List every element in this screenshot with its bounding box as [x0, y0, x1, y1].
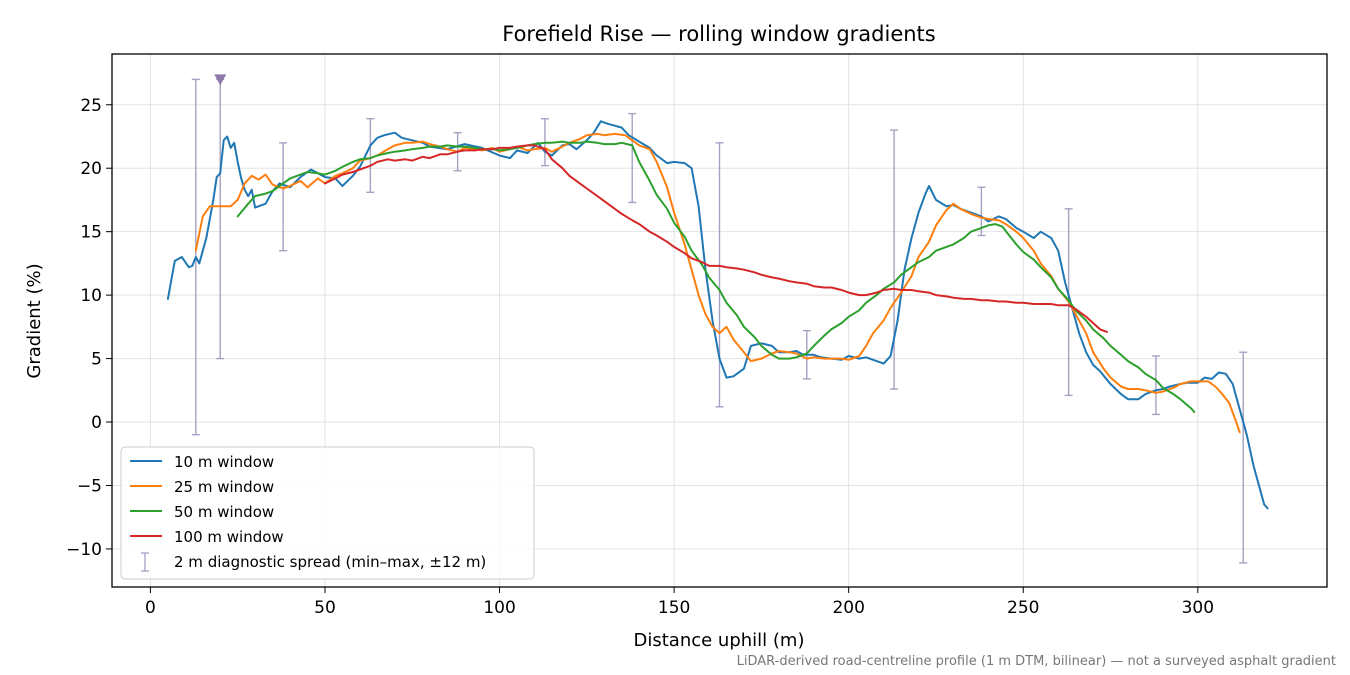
error-bar — [1151, 355, 1160, 416]
legend-label-50m: 50 m window — [174, 503, 274, 521]
x-tick-label: 300 — [1182, 598, 1214, 618]
x-tick-label: 100 — [483, 598, 515, 618]
legend-label-100m: 100 m window — [174, 528, 284, 546]
error-bar — [1239, 351, 1248, 564]
error-bar — [715, 142, 724, 408]
x-tick-label: 0 — [145, 598, 156, 618]
y-tick-label: 10 — [80, 286, 102, 306]
y-tick-label: −5 — [77, 476, 102, 496]
y-tick-label: 25 — [80, 96, 102, 116]
legend-box — [120, 446, 535, 580]
series-line — [236, 140, 1196, 413]
series-lines — [166, 120, 1269, 510]
series-line — [166, 120, 1269, 510]
x-tick-label: 250 — [1007, 598, 1039, 618]
legend-label-errorbar: 2 m diagnostic spread (min–max, ±12 m) — [174, 553, 486, 571]
chart-title: Forefield Rise — rolling window gradient… — [502, 22, 935, 46]
error-bar — [628, 112, 637, 204]
x-tick-label: 200 — [832, 598, 864, 618]
error-bar — [279, 142, 288, 252]
error-bars — [191, 78, 1248, 564]
outlier-marker — [214, 74, 227, 86]
x-axis-ticks: 0 50 100 150 200 250 300 — [145, 587, 1214, 618]
legend-label-10m: 10 m window — [174, 453, 274, 471]
footnote: LiDAR-derived road-centreline profile (1… — [737, 654, 1336, 669]
x-tick-label: 150 — [658, 598, 690, 618]
plot-frame — [111, 53, 1328, 588]
error-bar — [890, 129, 899, 390]
down-triangle-marker — [214, 74, 227, 86]
series-line — [324, 144, 1108, 333]
x-tick-label: 50 — [314, 598, 336, 618]
y-tick-label: 20 — [80, 159, 102, 179]
legend: 10 m window 25 m window 50 m window 100 … — [120, 446, 535, 580]
legend-label-25m: 25 m window — [174, 478, 274, 496]
y-tick-label: 5 — [91, 350, 102, 370]
y-tick-label: −10 — [66, 540, 102, 560]
legend-swatch-errorbar — [141, 552, 149, 572]
x-axis-label: Distance uphill (m) — [634, 630, 805, 651]
y-tick-label: 0 — [91, 413, 102, 433]
y-axis-ticks: −10 −5 0 5 10 15 20 25 — [66, 96, 112, 560]
y-axis-label: Gradient (%) — [24, 263, 45, 378]
error-bar — [366, 118, 375, 194]
y-tick-label: 15 — [80, 223, 102, 243]
